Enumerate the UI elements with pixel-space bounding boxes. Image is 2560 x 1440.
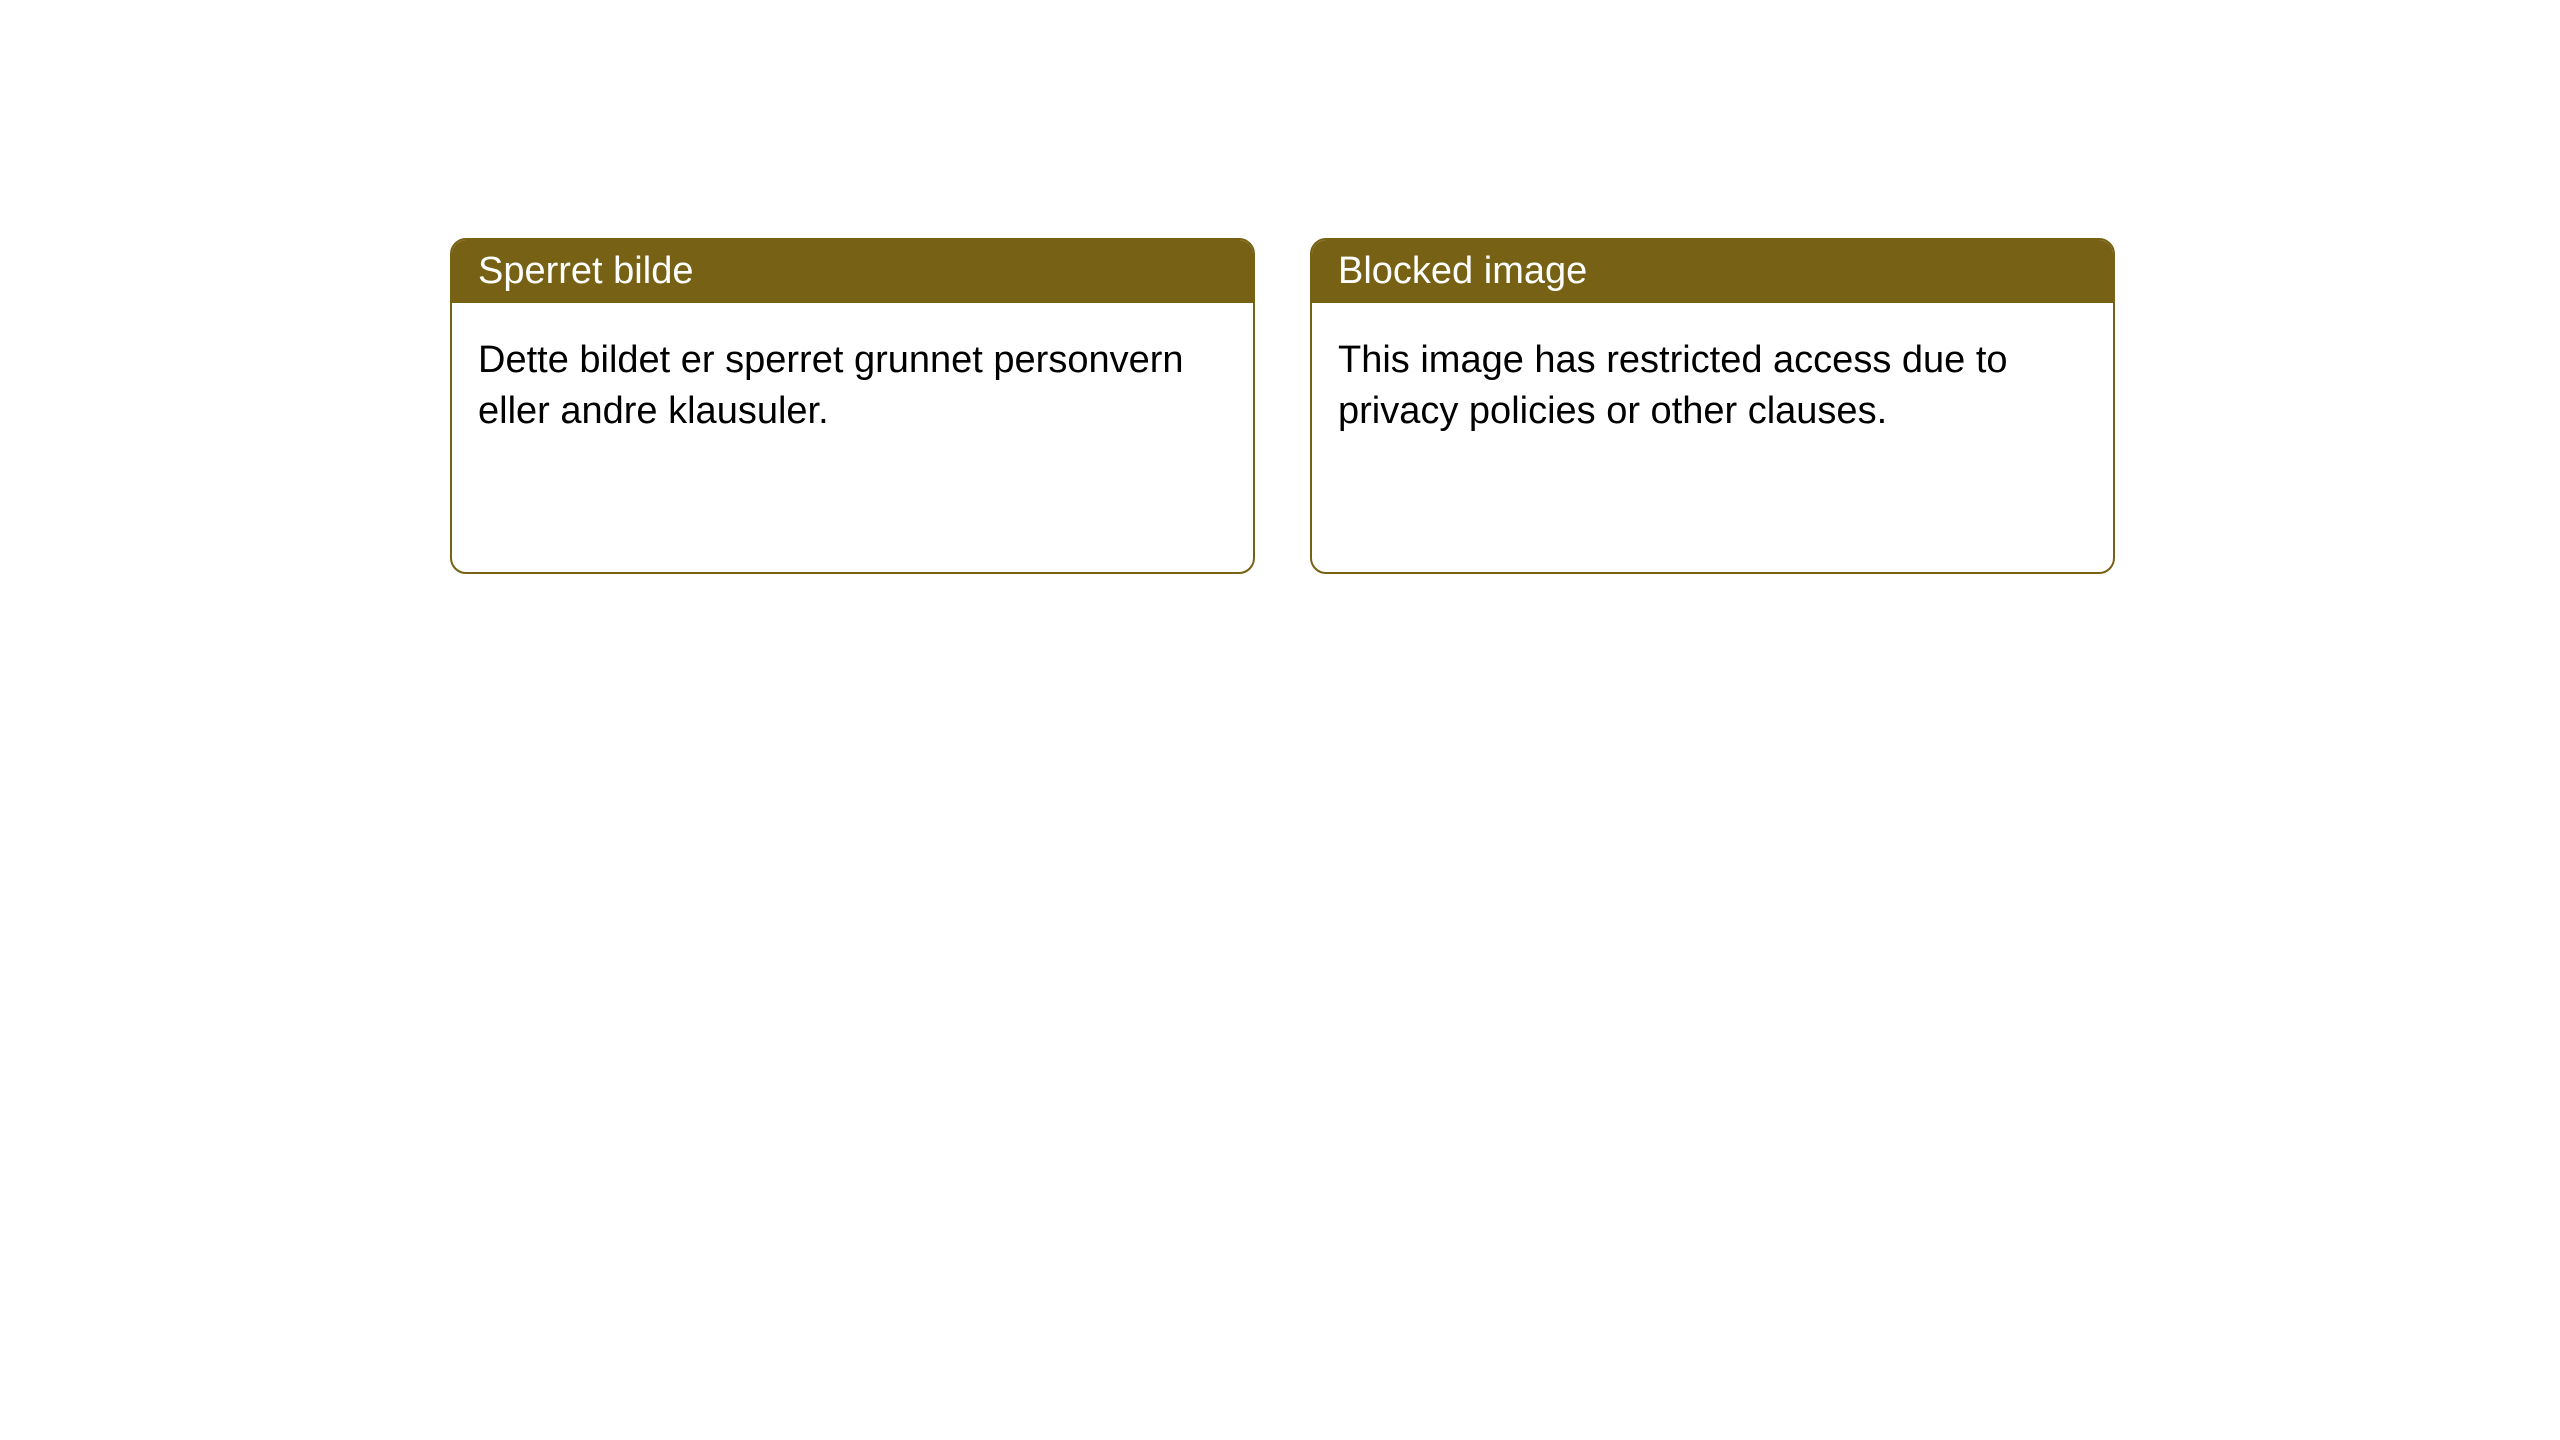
notice-card-header: Sperret bilde [452, 240, 1253, 303]
notice-card-title: Blocked image [1338, 250, 1587, 292]
notice-card-body: Dette bildet er sperret grunnet personve… [452, 303, 1253, 470]
notice-card-header: Blocked image [1312, 240, 2113, 303]
notice-card-text: This image has restricted access due to … [1338, 339, 2008, 432]
notice-card-english: Blocked image This image has restricted … [1310, 238, 2115, 574]
notice-card-title: Sperret bilde [478, 250, 693, 292]
notice-card-norwegian: Sperret bilde Dette bildet er sperret gr… [450, 238, 1255, 574]
notice-card-text: Dette bildet er sperret grunnet personve… [478, 339, 1184, 432]
notice-card-body: This image has restricted access due to … [1312, 303, 2113, 470]
notice-cards-container: Sperret bilde Dette bildet er sperret gr… [450, 238, 2115, 574]
